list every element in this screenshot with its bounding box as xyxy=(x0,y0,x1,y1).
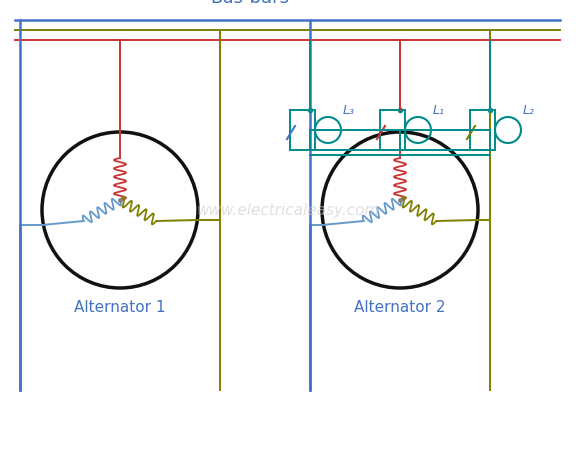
Text: www.electricaleasy.com: www.electricaleasy.com xyxy=(196,202,380,217)
Text: Alternator 1: Alternator 1 xyxy=(74,300,166,315)
Text: L₂: L₂ xyxy=(523,104,535,117)
Text: Alternator 2: Alternator 2 xyxy=(354,300,446,315)
Text: L₁: L₁ xyxy=(433,104,445,117)
Text: Bus-bars: Bus-bars xyxy=(210,0,290,7)
Text: L₃: L₃ xyxy=(343,104,355,117)
